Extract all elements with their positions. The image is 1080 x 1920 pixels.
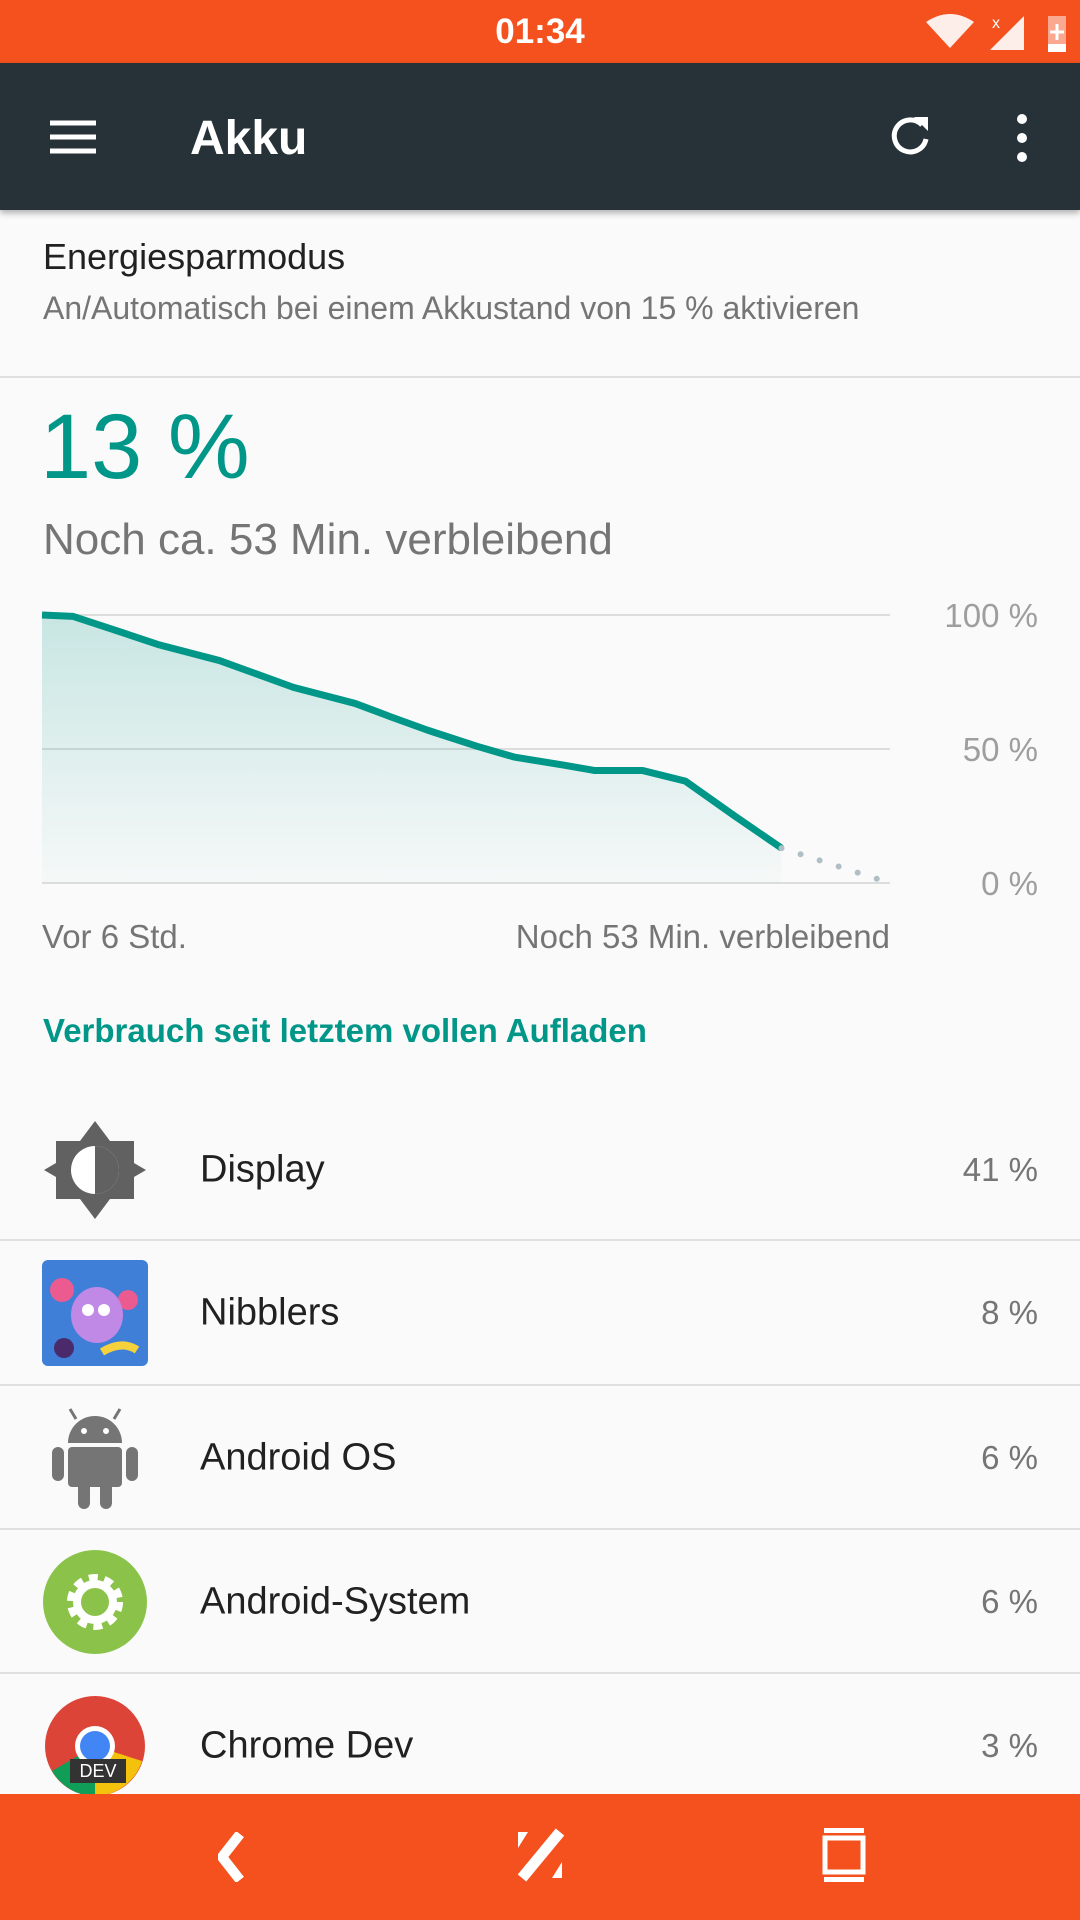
recents-icon[interactable] [822, 1828, 866, 1882]
settings-gear-icon [43, 1550, 147, 1654]
navigation-bar [0, 1794, 1080, 1920]
y-tick-label: 50 % [962, 731, 1038, 768]
app-name: Android OS [200, 1436, 397, 1479]
usage-percent: 6 % [981, 1583, 1038, 1620]
nibblers-app-icon [42, 1260, 148, 1366]
list-item-display[interactable]: Display 41 % [0, 1098, 1080, 1242]
app-name: Chrome Dev [200, 1724, 414, 1767]
app-name: Android-System [200, 1580, 471, 1623]
battery-level: 13 % [40, 396, 250, 498]
usage-percent: 6 % [981, 1439, 1038, 1476]
more-vert-icon[interactable] [1010, 113, 1034, 163]
x-label-start: Vor 6 Std. [42, 918, 187, 955]
usage-percent: 41 % [962, 1151, 1038, 1188]
usage-header: Verbrauch seit letztem vollen Aufladen [43, 1012, 647, 1049]
battery-saver-subtitle: An/Automatisch bei einem Akkustand von 1… [43, 290, 860, 326]
page-title: Akku [190, 112, 308, 165]
home-icon[interactable] [514, 1828, 566, 1882]
battery-projection [778, 845, 893, 886]
divider [0, 1528, 1080, 1530]
brightness-icon [44, 1121, 146, 1219]
battery-charging-icon [1048, 16, 1066, 52]
list-item-chrome-dev[interactable]: DEV Chrome Dev 3 % [0, 1674, 1080, 1818]
signal-icon [990, 16, 1024, 50]
android-icon [52, 1408, 138, 1509]
divider [0, 1672, 1080, 1674]
menu-icon[interactable] [48, 119, 98, 155]
svg-text:DEV: DEV [79, 1761, 116, 1781]
y-tick-label: 100 % [944, 597, 1038, 634]
battery-chart [41, 611, 893, 886]
status-bar: 01:34 x [0, 0, 1080, 63]
divider [0, 376, 1080, 378]
back-icon[interactable] [218, 1832, 252, 1882]
usage-percent: 3 % [981, 1727, 1038, 1764]
list-item-android-os[interactable]: Android OS 6 % [0, 1386, 1080, 1530]
chrome-dev-icon: DEV [45, 1696, 145, 1796]
battery-line [41, 611, 784, 852]
app-toolbar: Akku [0, 63, 1080, 210]
battery-saver-title: Energiesparmodus [43, 236, 346, 277]
refresh-icon[interactable] [886, 113, 934, 161]
divider [0, 1239, 1080, 1241]
usage-percent: 8 % [981, 1294, 1038, 1331]
status-icons: x [926, 14, 1066, 52]
battery-remaining: Noch ca. 53 Min. verbleibend [43, 515, 613, 564]
list-item-android-system[interactable]: Android-System 6 % [0, 1530, 1080, 1674]
clock: 01:34 [495, 12, 585, 51]
y-tick-label: 0 % [981, 865, 1038, 902]
battery-area [42, 615, 782, 883]
app-name: Nibblers [200, 1291, 340, 1334]
app-name: Display [200, 1148, 325, 1191]
list-item-nibblers[interactable]: Nibblers 8 % [0, 1241, 1080, 1385]
battery-saver-setting[interactable]: Energiesparmodus An/Automatisch bei eine… [0, 210, 1080, 376]
divider [0, 1384, 1080, 1386]
wifi-icon [926, 14, 974, 48]
svg-text:x: x [992, 15, 1000, 32]
x-label-end: Noch 53 Min. verbleibend [515, 918, 890, 955]
